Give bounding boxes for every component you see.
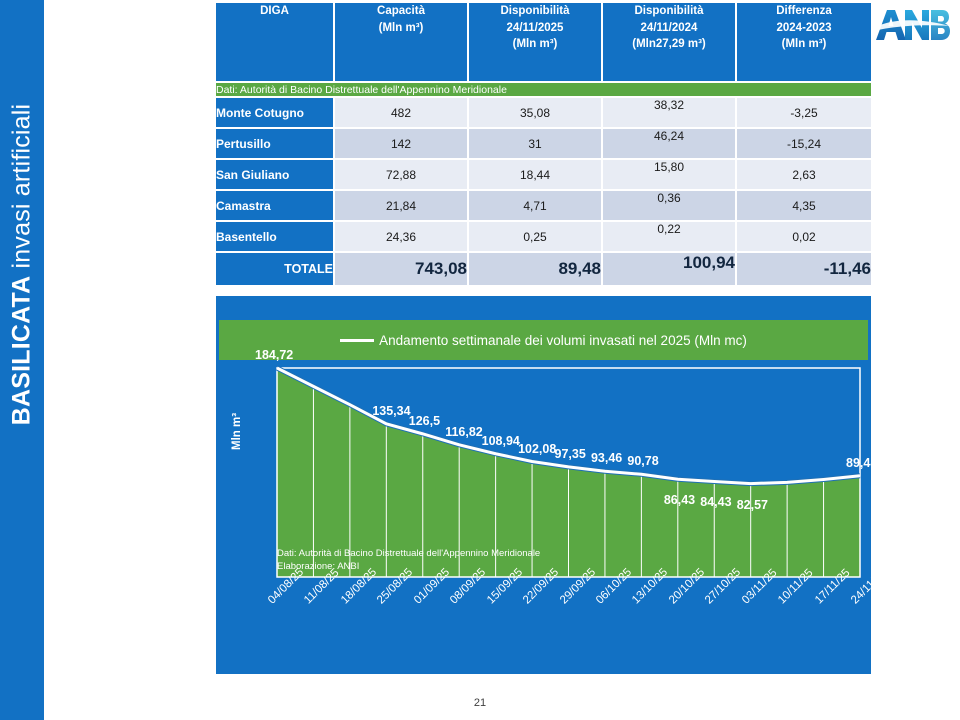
row-name: Basentello	[216, 221, 335, 253]
cell-differenza: 2,63	[736, 159, 871, 191]
chart-data-label: 82,57	[736, 497, 768, 512]
cell-capacita: 24,36	[334, 221, 469, 253]
chart-data-label: 108,94	[481, 433, 520, 448]
sidebar-title-bar: BASILICATA invasi artificiali	[0, 0, 44, 720]
cell-disponibilita-2025: 18,44	[468, 159, 603, 191]
sidebar-title: BASILICATA invasi artificiali	[0, 0, 44, 560]
row-name: Camastra	[216, 190, 335, 222]
chart-data-label: 135,34	[372, 403, 411, 418]
cell-disponibilita-2025: 0,25	[468, 221, 603, 253]
total-capacita: 743,08	[334, 252, 469, 285]
cell-capacita: 72,88	[334, 159, 469, 191]
cell-disponibilita-2024: 38,32	[602, 97, 737, 129]
reservoirs-table: DIGA Capacità (Mln m³) Disponibilità 24/…	[216, 3, 871, 285]
cell-capacita: 142	[334, 128, 469, 160]
row-name: Pertusillo	[216, 128, 335, 160]
chart-svg	[275, 365, 861, 578]
chart-data-label: 93,46	[590, 451, 623, 466]
sidebar-title-light: invasi artificiali	[7, 103, 36, 276]
table-source-note-row: Dati: Autorità di Bacino Distrettuale de…	[216, 81, 871, 98]
table-source-note: Dati: Autorità di Bacino Distrettuale de…	[216, 81, 871, 98]
chart-x-axis-labels: 04/08/25 11/08/25 18/08/25 25/08/25 01/09/25…	[219, 566, 889, 672]
chart-data-label: 86,43	[663, 493, 696, 508]
cell-disponibilita-2025: 4,71	[468, 190, 603, 222]
column-header-differenza: Differenza 2024-2023 (Mln m³)	[736, 3, 871, 82]
total-label: TOTALE	[216, 252, 335, 285]
total-disponibilita-2025: 89,48	[468, 252, 603, 285]
chart-data-label: 89,48	[846, 455, 878, 470]
cell-differenza: 0,02	[736, 221, 871, 253]
column-header-disponibilita-2025: Disponibilità 24/11/2025 (Mln m³)	[468, 3, 603, 82]
cell-differenza: 4,35	[736, 190, 871, 222]
page-number: 21	[473, 697, 487, 709]
weekly-volumes-chart: Andamento settimanale dei volumi invasat…	[216, 296, 889, 674]
sidebar-title-strong: BASILICATA	[7, 275, 36, 426]
row-name: Monte Cotugno	[216, 97, 335, 129]
cell-disponibilita-2024: 46,24	[602, 128, 737, 160]
table-row: San Giuliano 72,88 18,44 15,80 2,63	[216, 159, 871, 191]
chart-data-label: 97,35	[554, 446, 586, 461]
chart-plot-area: Mln m³ Dati: Autorità di Bacino Distrett…	[219, 348, 877, 592]
chart-annotation-line-2: Elaborazione: ANBI	[277, 560, 360, 572]
chart-data-label: 90,78	[627, 454, 659, 469]
chart-data-label: 116,82	[445, 424, 483, 439]
row-name: San Giuliano	[216, 159, 335, 191]
table-header-row: DIGA Capacità (Mln m³) Disponibilità 24/…	[216, 3, 871, 82]
cell-capacita: 21,84	[334, 190, 469, 222]
column-header-diga: DIGA	[216, 3, 335, 82]
legend-label: Andamento settimanale dei volumi invasat…	[379, 332, 747, 348]
cell-differenza: -15,24	[736, 128, 871, 160]
table-row: Camastra 21,84 4,71 0,36 4,35	[216, 190, 871, 222]
total-differenza: -11,46	[736, 252, 871, 285]
cell-disponibilita-2025: 31	[468, 128, 603, 160]
cell-disponibilita-2024: 0,36	[602, 190, 737, 222]
column-header-disponibilita-2024: Disponibilità 24/11/2024 (Mln27,29 m³)	[602, 3, 737, 82]
cell-disponibilita-2024: 0,22	[602, 221, 737, 253]
cell-disponibilita-2025: 35,08	[468, 97, 603, 129]
legend-line-swatch	[340, 338, 375, 342]
column-header-capacita: Capacità (Mln m³)	[334, 3, 469, 82]
table-total-row: TOTALE 743,08 89,48 100,94 -11,46	[216, 252, 871, 285]
table-row: Basentello 24,36 0,25 0,22 0,02	[216, 221, 871, 253]
table-row: Monte Cotugno 482 35,08 38,32 -3,25	[216, 97, 871, 129]
chart-data-label: 126,5	[408, 413, 441, 428]
chart-data-label: 184,72	[255, 348, 294, 362]
chart-legend: Andamento settimanale dei volumi invasat…	[219, 320, 868, 360]
cell-differenza: -3,25	[736, 97, 871, 129]
cell-disponibilita-2024: 15,80	[602, 159, 737, 191]
anbi-logo	[872, 4, 952, 46]
total-disponibilita-2024: 100,94	[602, 252, 737, 285]
chart-annotation: Dati: Autorità di Bacino Distrettuale de…	[277, 548, 540, 574]
chart-data-label: 84,43	[700, 495, 732, 510]
chart-annotation-line-1: Dati: Autorità di Bacino Distrettuale de…	[277, 548, 541, 559]
cell-capacita: 482	[334, 97, 469, 129]
table-row: Pertusillo 142 31 46,24 -15,24	[216, 128, 871, 160]
chart-data-label: 102,08	[518, 441, 557, 456]
